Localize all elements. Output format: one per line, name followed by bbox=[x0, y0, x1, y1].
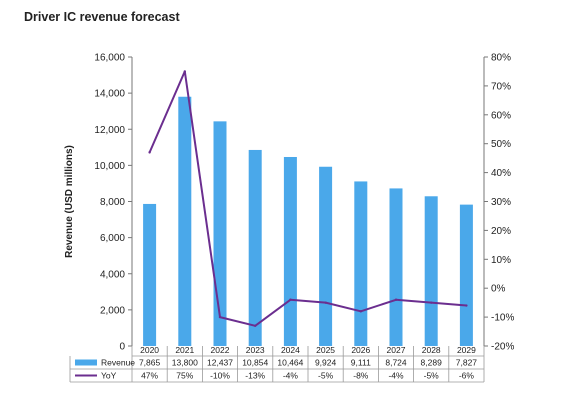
yoy-point-2020 bbox=[148, 151, 151, 154]
bar-2023 bbox=[248, 149, 262, 346]
y-tick-label: 4,000 bbox=[100, 269, 125, 280]
x-tick-label: 2025 bbox=[316, 345, 335, 355]
y-tick-label: 2,000 bbox=[100, 305, 125, 316]
yoy-line bbox=[148, 70, 468, 327]
x-tick-label: 2024 bbox=[281, 345, 300, 355]
x-tick-label: 2027 bbox=[387, 345, 406, 355]
revenue-value: 12,437 bbox=[207, 358, 233, 368]
y2-tick-label: 0% bbox=[491, 284, 506, 295]
y2-tick-label: 80% bbox=[491, 53, 511, 64]
x-tick-label: 2026 bbox=[351, 345, 370, 355]
y2-tick-label: 70% bbox=[491, 81, 511, 92]
bar-2027 bbox=[389, 188, 403, 346]
legend-label-revenue: Revenue bbox=[101, 358, 135, 368]
bar-2021 bbox=[178, 96, 192, 346]
axes: 0 2,000 4,000 6,000 8,000 10,000 12,000 14,000 1… bbox=[64, 53, 514, 353]
y2-tick-label: -10% bbox=[491, 313, 514, 324]
y2-tick-label: 10% bbox=[491, 255, 511, 266]
bar-2029 bbox=[459, 204, 473, 346]
bar-2020 bbox=[143, 203, 157, 346]
yoy-point-2021 bbox=[183, 70, 186, 73]
legend-swatch-revenue bbox=[75, 359, 97, 366]
y2-tick-label: 60% bbox=[491, 110, 511, 121]
bar-2026 bbox=[354, 181, 368, 346]
revenue-value: 13,800 bbox=[172, 358, 198, 368]
y-tick-label: 8,000 bbox=[100, 197, 125, 208]
revenue-value: 8,289 bbox=[421, 358, 443, 368]
x-tick-label: 2029 bbox=[457, 345, 476, 355]
y2-tick-label: 20% bbox=[491, 226, 511, 237]
bar-2024 bbox=[283, 156, 297, 346]
yoy-value: -13% bbox=[245, 371, 265, 381]
y-tick-label: 6,000 bbox=[100, 233, 125, 244]
y2-tick-label: -20% bbox=[491, 342, 514, 353]
revenue-value: 7,827 bbox=[456, 358, 478, 368]
x-tick-label: 2021 bbox=[175, 345, 194, 355]
y-tick-label: 10,000 bbox=[94, 161, 125, 172]
yoy-series-line bbox=[148, 70, 467, 327]
yoy-value: -10% bbox=[210, 371, 230, 381]
yoy-value: -4% bbox=[283, 371, 299, 381]
x-tick-label: 2028 bbox=[422, 345, 441, 355]
data-table: 2020 2021 2022 2023 2024 2025 2026 2027 2028 2029… bbox=[69, 345, 485, 383]
yoy-point-2024 bbox=[289, 298, 292, 301]
y-tick-label: 16,000 bbox=[94, 53, 125, 64]
revenue-value: 9,111 bbox=[351, 358, 371, 368]
yoy-value: -4% bbox=[388, 371, 404, 381]
legend-label-yoy: YoY bbox=[101, 371, 117, 381]
yoy-value: -5% bbox=[318, 371, 334, 381]
x-tick-label: 2022 bbox=[211, 345, 230, 355]
yoy-value: 75% bbox=[176, 371, 193, 381]
yoy-point-2022 bbox=[218, 315, 222, 319]
yoy-point-2025 bbox=[324, 301, 327, 304]
yoy-point-2029 bbox=[465, 304, 468, 307]
yoy-point-2028 bbox=[430, 301, 433, 304]
revenue-value: 8,724 bbox=[385, 358, 407, 368]
revenue-value: 10,464 bbox=[277, 358, 303, 368]
revenue-value: 9,924 bbox=[315, 358, 337, 368]
y-tick-label: 12,000 bbox=[94, 125, 125, 136]
y2-tick-label: 40% bbox=[491, 168, 511, 179]
chart-title: Driver IC revenue forecast bbox=[24, 10, 180, 24]
x-tick-label: 2023 bbox=[246, 345, 265, 355]
y2-tick-label: 50% bbox=[491, 139, 511, 150]
y2-tick-label: 30% bbox=[491, 197, 511, 208]
y-tick-label: 0 bbox=[119, 342, 125, 353]
revenue-value: 7,865 bbox=[139, 358, 161, 368]
yoy-value: -6% bbox=[459, 371, 475, 381]
yoy-value: -5% bbox=[424, 371, 440, 381]
yoy-point-2027 bbox=[394, 298, 398, 301]
x-tick-label: 2020 bbox=[140, 345, 159, 355]
yoy-point-2026 bbox=[359, 310, 362, 313]
revenue-value: 10,854 bbox=[242, 358, 268, 368]
yoy-point-2023 bbox=[254, 324, 257, 327]
bar-2028 bbox=[424, 196, 438, 346]
y-tick-label: 14,000 bbox=[94, 89, 125, 100]
bars bbox=[143, 96, 473, 346]
yoy-value: 47% bbox=[141, 371, 158, 381]
bar-2025 bbox=[319, 166, 333, 346]
y-axis-title: Revenue (USD millions) bbox=[64, 145, 75, 258]
yoy-value: -8% bbox=[353, 371, 369, 381]
